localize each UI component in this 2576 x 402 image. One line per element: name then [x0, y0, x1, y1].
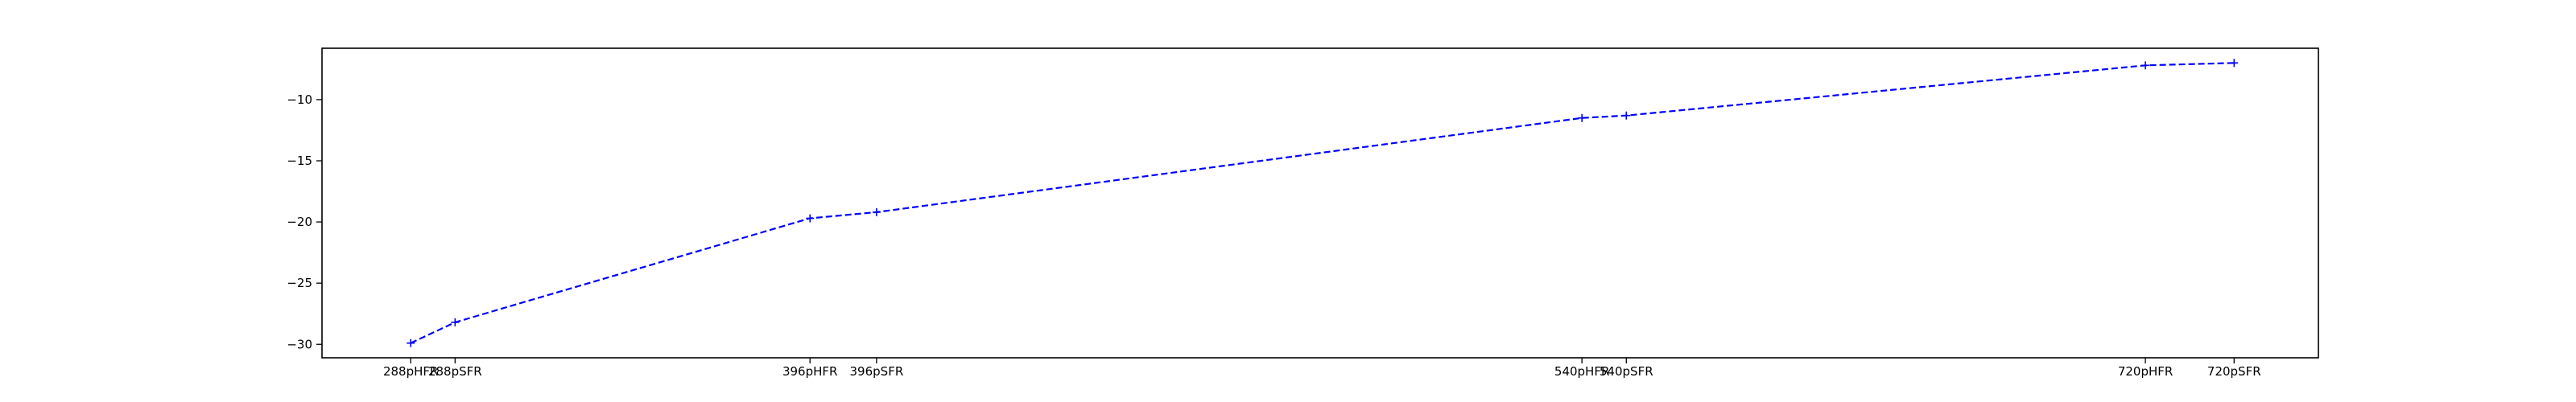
x-tick-label: 288pSFR	[428, 364, 482, 379]
data-point	[2141, 61, 2150, 70]
x-tick-label: 720pSFR	[2207, 364, 2261, 379]
series-line	[410, 62, 2235, 344]
y-tick-label: −25	[287, 276, 312, 290]
data-point	[407, 338, 415, 347]
data-point	[1578, 113, 1587, 122]
x-tick-label: 540pSFR	[1600, 364, 1653, 379]
x-tick-label: 540pHFR	[1554, 364, 1609, 379]
y-axis: −30 −25 −20 −15 −10	[287, 92, 322, 351]
x-tick-label: 396pHFR	[782, 364, 837, 379]
y-tick-label: −20	[287, 215, 312, 229]
x-tick-label: 288pHFR	[383, 364, 438, 379]
data-point	[451, 318, 460, 326]
data-point	[806, 214, 815, 223]
data-point	[872, 207, 881, 216]
plot-area	[321, 47, 2319, 359]
data-point	[1622, 111, 1631, 120]
y-tick-label: −30	[287, 337, 312, 351]
y-tick-label: −15	[287, 154, 312, 168]
series-layer	[407, 59, 2239, 347]
data-point	[2230, 59, 2239, 68]
x-tick-label: 396pSFR	[850, 364, 904, 379]
x-tick-label: 720pHFR	[2118, 364, 2173, 379]
y-tick-label: −10	[287, 92, 312, 107]
